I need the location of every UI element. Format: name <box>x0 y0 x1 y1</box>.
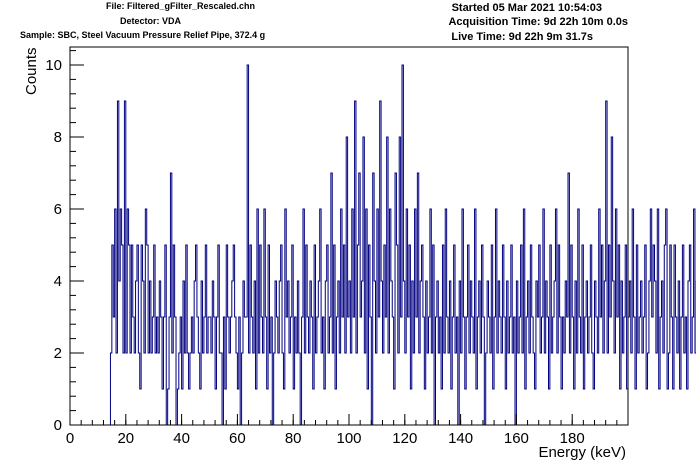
x-tick-label: 160 <box>504 430 529 447</box>
x-tick-label: 100 <box>336 430 361 447</box>
header-detector: Detector: VDA <box>120 16 182 26</box>
x-tick-label: 120 <box>392 430 417 447</box>
y-axis-title: Counts <box>23 47 40 95</box>
header-sample: Sample: SBC, Steel Vacuum Pressure Relie… <box>20 30 266 40</box>
header-acq-time: Acquisition Time: 9d 22h 10m 0.0s <box>448 16 628 28</box>
y-tick-label: 6 <box>54 201 62 218</box>
spectrum-series-line <box>103 64 696 426</box>
histogram-layer <box>103 64 696 426</box>
header-live-time: Live Time: 9d 22h 9m 31.7s <box>451 31 593 43</box>
x-tick-label: 40 <box>173 430 190 447</box>
header-started: Started 05 Mar 2021 10:54:03 <box>451 2 602 14</box>
y-tick-label: 0 <box>54 417 62 434</box>
x-tick-label: 60 <box>229 430 246 447</box>
y-tick-label: 4 <box>54 273 62 290</box>
x-tick-label: 140 <box>448 430 473 447</box>
x-axis-title: Energy (keV) <box>538 444 626 461</box>
y-tick-label: 8 <box>54 129 62 146</box>
x-tick-label: 0 <box>66 430 74 447</box>
y-tick-label: 2 <box>54 345 62 362</box>
x-tick-label: 80 <box>285 430 302 447</box>
x-tick-label: 20 <box>117 430 134 447</box>
y-tick-label: 10 <box>45 57 62 74</box>
x-tick-label: 180 <box>560 430 585 447</box>
ticks-layer: 0 20 40 60 80 100 120 140 160 180 0 2 4 6 8 10 <box>45 50 629 447</box>
header-file: File: Filtered_gFilter_Rescaled.chn <box>106 1 256 11</box>
